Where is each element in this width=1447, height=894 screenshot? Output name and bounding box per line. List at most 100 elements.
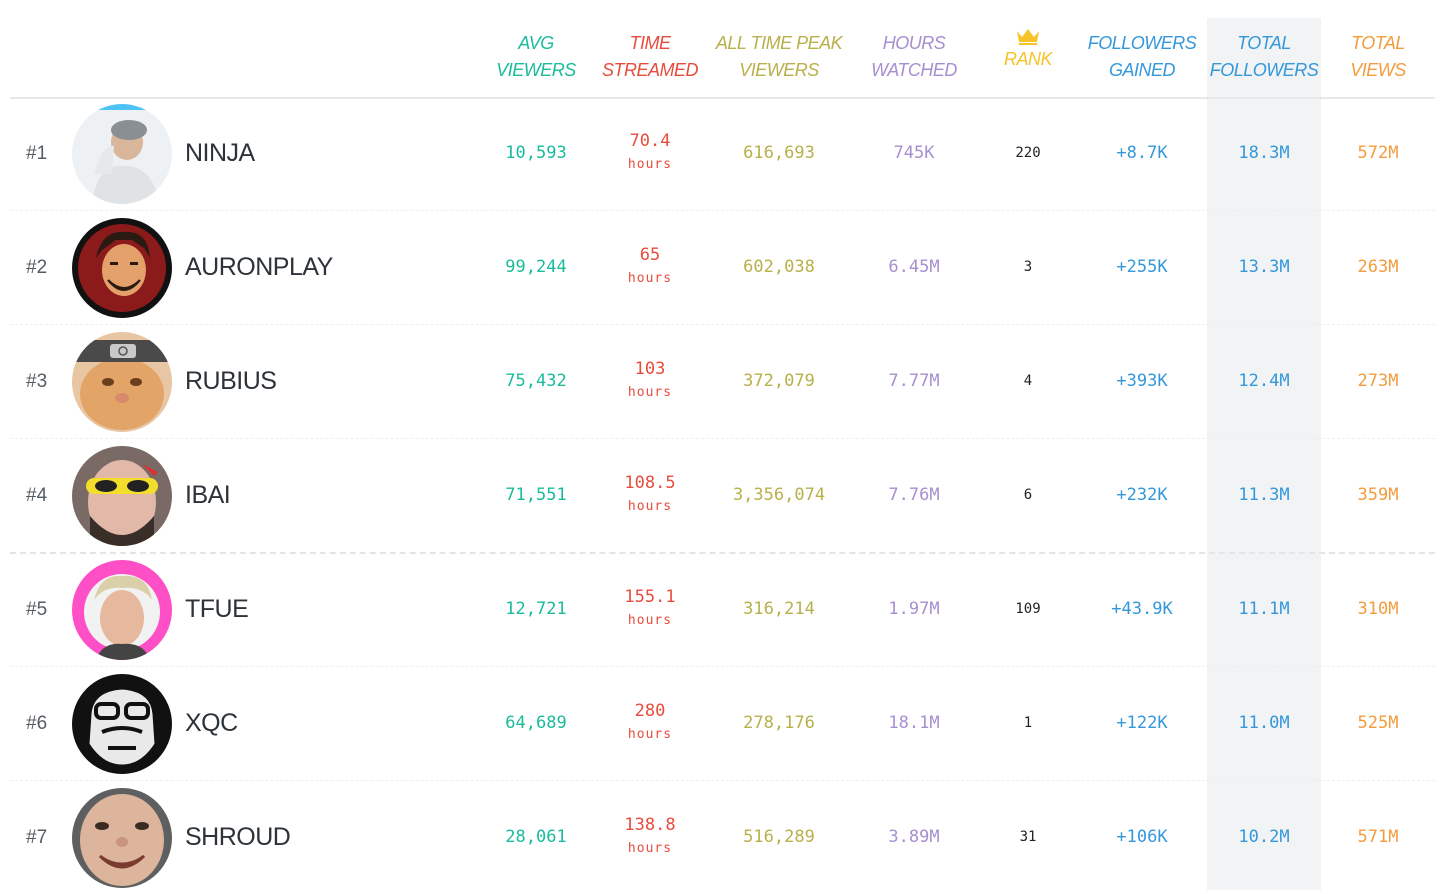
rank-value: 1 xyxy=(1023,715,1033,731)
total-followers-value: 10.2M xyxy=(1238,827,1290,847)
total-followers-value: 13.3M xyxy=(1238,257,1290,277)
avg-viewers-value: 75,432 xyxy=(505,371,567,391)
avatar[interactable] xyxy=(72,104,172,204)
peak-viewers-value: 372,079 xyxy=(743,371,815,391)
row-rank-number: #5 xyxy=(26,599,48,620)
header-time-line1: TIME xyxy=(629,33,672,53)
time-streamed-cell: 155.1 hours xyxy=(590,553,710,666)
header-peak-line2: VIEWERS xyxy=(739,60,819,80)
total-followers-value: 11.1M xyxy=(1238,599,1290,619)
peak-viewers-value: 316,214 xyxy=(743,599,815,619)
time-streamed-value: 280 xyxy=(634,701,666,721)
avatar[interactable] xyxy=(72,332,172,432)
header-peak-line1: ALL TIME PEAK xyxy=(715,33,843,53)
row-rank-number: #1 xyxy=(26,143,48,164)
table-header: AVG VIEWERS TIME STREAMED ALL TIME PEAK … xyxy=(10,0,1435,99)
crown-icon xyxy=(988,26,1068,46)
header-peak-viewers[interactable]: ALL TIME PEAK VIEWERS xyxy=(704,30,854,84)
time-streamed-value: 138.8 xyxy=(624,815,676,835)
peak-viewers-value: 616,693 xyxy=(743,143,815,163)
table-row[interactable]: #3 RUBIUS 75,432 103 hours 372,079 7.77M… xyxy=(10,325,1435,439)
row-rank-number: #6 xyxy=(26,713,48,734)
streamer-name[interactable]: IBAI xyxy=(185,481,231,509)
streamer-name[interactable]: AURONPLAY xyxy=(185,253,333,281)
followers-gained-value: +255K xyxy=(1116,257,1168,277)
streamer-name[interactable]: XQC xyxy=(185,709,238,737)
header-rank-label: RANK xyxy=(1003,49,1053,69)
time-streamed-value: 65 xyxy=(639,245,661,265)
rank-value: 109 xyxy=(1015,601,1041,617)
followers-gained-value: +232K xyxy=(1116,485,1168,505)
avatar[interactable] xyxy=(72,674,172,774)
total-followers-value: 12.4M xyxy=(1238,371,1290,391)
time-streamed-unit: hours xyxy=(627,613,673,628)
peak-viewers-value: 516,289 xyxy=(743,827,815,847)
header-tv-line1: TOTAL xyxy=(1351,33,1405,53)
avg-viewers-value: 12,721 xyxy=(505,599,567,619)
time-streamed-value: 70.4 xyxy=(629,131,671,151)
header-avg-line1: AVG xyxy=(518,33,554,53)
total-followers-value: 18.3M xyxy=(1238,143,1290,163)
avatar[interactable] xyxy=(72,446,172,546)
header-total-views[interactable]: TOTAL VIEWS xyxy=(1321,30,1435,84)
header-rank[interactable]: RANK xyxy=(988,29,1068,73)
avatar[interactable] xyxy=(72,218,172,318)
table-row[interactable]: #5 TFUE 12,721 155.1 hours 316,214 1.97M… xyxy=(10,553,1435,667)
hours-watched-value: 745K xyxy=(893,143,935,163)
row-rank-number: #2 xyxy=(26,257,48,278)
total-views-value: 310M xyxy=(1357,599,1399,619)
hours-watched-value: 1.97M xyxy=(888,599,940,619)
peak-viewers-value: 278,176 xyxy=(743,713,815,733)
time-streamed-cell: 280 hours xyxy=(590,667,710,780)
streamer-name[interactable]: NINJA xyxy=(185,139,255,167)
time-streamed-value: 155.1 xyxy=(624,587,676,607)
total-views-value: 525M xyxy=(1357,713,1399,733)
followers-gained-value: +8.7K xyxy=(1116,143,1168,163)
followers-gained-value: +393K xyxy=(1116,371,1168,391)
avatar[interactable] xyxy=(72,788,172,888)
header-followers-gained[interactable]: FOLLOWERS GAINED xyxy=(1082,30,1202,84)
table-row[interactable]: #7 SHROUD 28,061 138.8 hours 516,289 3.8… xyxy=(10,781,1435,894)
header-avg-viewers[interactable]: AVG VIEWERS xyxy=(476,30,596,84)
streamer-name[interactable]: RUBIUS xyxy=(185,367,277,395)
rank-value: 31 xyxy=(1019,829,1037,845)
table-row[interactable]: #2 AURONPLAY 99,244 65 hours 602,038 6.4… xyxy=(10,211,1435,325)
time-streamed-cell: 138.8 hours xyxy=(590,781,710,894)
time-streamed-cell: 70.4 hours xyxy=(590,97,710,210)
rank-value: 3 xyxy=(1023,259,1033,275)
rank-value: 4 xyxy=(1023,373,1033,389)
header-time-streamed[interactable]: TIME STREAMED xyxy=(590,30,710,84)
total-followers-value: 11.0M xyxy=(1238,713,1290,733)
header-avg-line2: VIEWERS xyxy=(496,60,576,80)
avg-viewers-value: 71,551 xyxy=(505,485,567,505)
streamer-name[interactable]: SHROUD xyxy=(185,823,291,851)
hours-watched-value: 18.1M xyxy=(888,713,940,733)
header-tv-line2: VIEWS xyxy=(1350,60,1406,80)
followers-gained-value: +122K xyxy=(1116,713,1168,733)
header-hours-line2: WATCHED xyxy=(871,60,957,80)
total-views-value: 572M xyxy=(1357,143,1399,163)
peak-viewers-value: 602,038 xyxy=(743,257,815,277)
time-streamed-unit: hours xyxy=(627,385,673,400)
total-followers-column-highlight xyxy=(1207,18,1321,890)
hours-watched-value: 3.89M xyxy=(888,827,940,847)
table-row[interactable]: #6 XQC 64,689 280 hours 278,176 18.1M 1 … xyxy=(10,667,1435,781)
time-streamed-cell: 108.5 hours xyxy=(590,439,710,552)
header-hours-watched[interactable]: HOURS WATCHED xyxy=(854,30,974,84)
row-rank-number: #4 xyxy=(26,485,48,506)
header-total-followers[interactable]: TOTAL FOLLOWERS xyxy=(1207,30,1321,84)
rank-value: 6 xyxy=(1023,487,1033,503)
table-row[interactable]: #4 IBAI 71,551 108.5 hours 3,356,074 7.7… xyxy=(10,439,1435,554)
time-streamed-unit: hours xyxy=(627,841,673,856)
avatar[interactable] xyxy=(72,560,172,660)
avg-viewers-value: 99,244 xyxy=(505,257,567,277)
streamer-name[interactable]: TFUE xyxy=(185,595,249,623)
header-gained-line1: FOLLOWERS xyxy=(1087,33,1197,53)
peak-viewers-value: 3,356,074 xyxy=(732,485,826,505)
time-streamed-unit: hours xyxy=(627,271,673,286)
hours-watched-value: 6.45M xyxy=(888,257,940,277)
avg-viewers-value: 10,593 xyxy=(505,143,567,163)
avg-viewers-value: 64,689 xyxy=(505,713,567,733)
total-views-value: 263M xyxy=(1357,257,1399,277)
table-row[interactable]: #1 NINJA 10,593 70.4 hours 616,693 745K … xyxy=(10,97,1435,211)
